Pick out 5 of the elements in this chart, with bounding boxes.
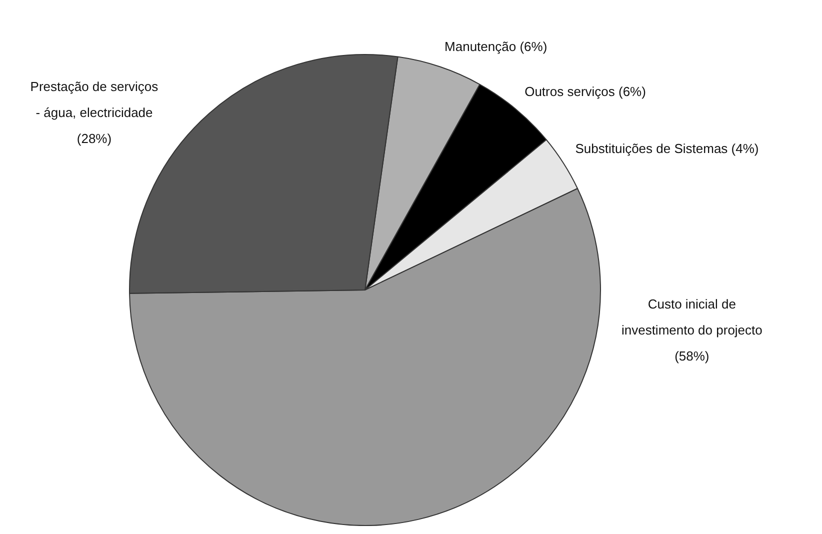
slice-label: Prestação de serviços - água, electricidade (28%) <box>30 78 159 146</box>
slice-label: Substituições de Sistemas (4%) <box>575 141 759 156</box>
slice-label: Outros serviços (6%) <box>524 84 646 99</box>
slice-label: Custo inicial de investimento do projecto (58%) <box>621 296 762 364</box>
slice-label: Manutenção (6%) <box>444 39 548 54</box>
